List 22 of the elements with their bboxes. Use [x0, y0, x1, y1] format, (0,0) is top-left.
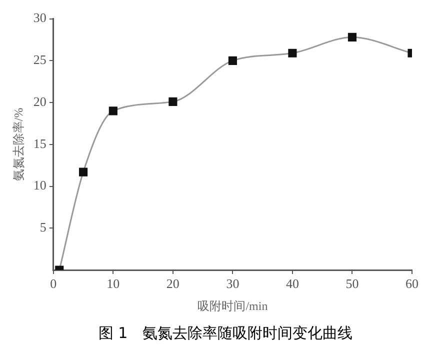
y-tick-label: 15	[33, 136, 46, 151]
y-axis-title: 氨氮去除率/%	[11, 108, 26, 182]
point	[79, 168, 88, 176]
point	[168, 97, 178, 106]
x-tick-label: 20	[166, 276, 180, 292]
x-tick-label: 0	[50, 276, 57, 292]
y-tick-label: 25	[33, 52, 46, 68]
x-tick-label: 60	[406, 276, 418, 292]
y-tick-label: 20	[33, 94, 46, 109]
point	[228, 56, 237, 65]
x-tick-label: 50	[346, 276, 359, 292]
y-tick-label: 10	[33, 178, 46, 193]
point	[288, 48, 297, 58]
text: 图 1 氨氮去除率随吸附时间变化曲线	[97, 324, 354, 343]
point	[348, 32, 357, 42]
y-tick-label: 5	[40, 220, 46, 235]
x-tick-label: 30	[226, 276, 240, 292]
x-axis-title: 吸附时间/min	[198, 298, 268, 313]
x-tick-label: 10	[106, 276, 120, 292]
x-tick-label: 40	[286, 276, 299, 292]
y-tick-label: 30	[33, 10, 46, 26]
point	[108, 106, 118, 116]
